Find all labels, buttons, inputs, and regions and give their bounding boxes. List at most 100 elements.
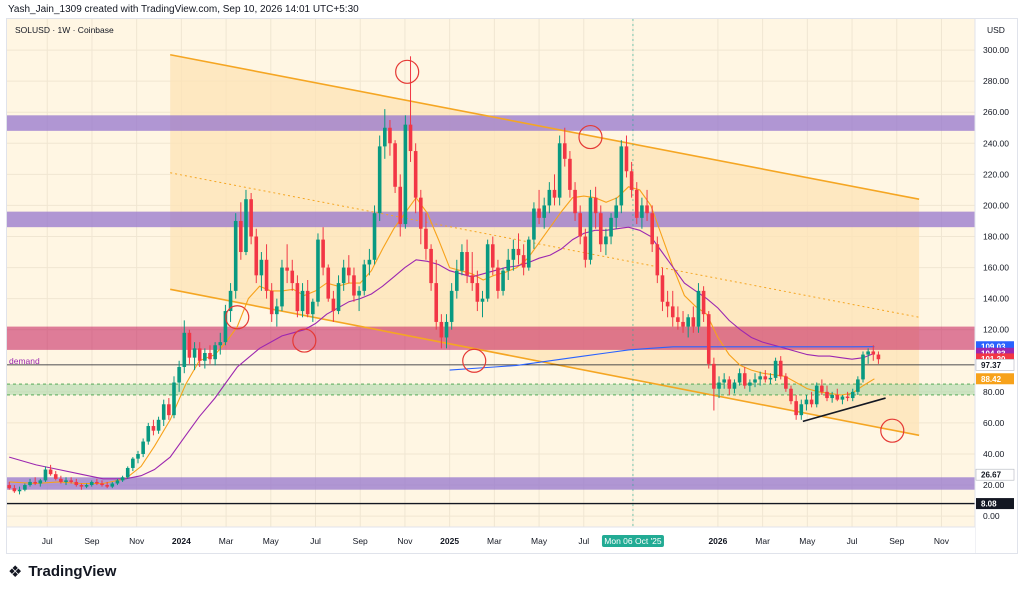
candle-body[interactable]	[722, 379, 726, 383]
candle-body[interactable]	[53, 474, 58, 479]
highlight-circle[interactable]	[462, 348, 487, 373]
candle-body[interactable]	[609, 217, 613, 237]
candle-body[interactable]	[737, 373, 742, 383]
candle-body[interactable]	[665, 301, 670, 307]
candle-body[interactable]	[475, 283, 480, 302]
candle-body[interactable]	[264, 259, 269, 291]
candle-body[interactable]	[305, 290, 310, 315]
support-trendline[interactable]	[802, 397, 886, 423]
moving-average-line[interactable]	[9, 186, 875, 485]
candle-body[interactable]	[290, 270, 295, 284]
candle-body[interactable]	[182, 332, 187, 367]
candle-body[interactable]	[136, 453, 140, 459]
highlight-circle[interactable]	[292, 328, 317, 353]
candle-body[interactable]	[526, 239, 531, 268]
candle-body[interactable]	[516, 248, 521, 256]
candle-body[interactable]	[784, 376, 788, 389]
candle-body[interactable]	[439, 321, 444, 338]
candle-body[interactable]	[444, 321, 449, 338]
candle-body[interactable]	[866, 351, 870, 355]
candle-body[interactable]	[347, 267, 351, 276]
candle-body[interactable]	[125, 467, 130, 478]
candle-body[interactable]	[249, 199, 253, 237]
candle-body[interactable]	[115, 480, 120, 484]
candle-body[interactable]	[367, 259, 372, 265]
tradingview-footer[interactable]: ❖ TradingView	[8, 562, 116, 581]
candle-body[interactable]	[501, 270, 505, 291]
candle-body[interactable]	[496, 267, 500, 291]
candle-body[interactable]	[712, 363, 716, 389]
candle-body[interactable]	[326, 267, 331, 299]
candle-body[interactable]	[7, 485, 12, 489]
candle-body[interactable]	[239, 220, 243, 253]
candle-body[interactable]	[300, 290, 305, 312]
candle-body[interactable]	[131, 458, 135, 468]
candle-body[interactable]	[506, 259, 511, 271]
candle-body[interactable]	[856, 379, 860, 392]
candle-body[interactable]	[814, 385, 819, 405]
candle-body[interactable]	[17, 489, 22, 492]
candle-body[interactable]	[804, 399, 809, 405]
candle-body[interactable]	[74, 481, 79, 486]
candle-body[interactable]	[336, 283, 341, 312]
candle-body[interactable]	[285, 267, 289, 271]
candle-body[interactable]	[120, 477, 125, 481]
candle-body[interactable]	[146, 426, 151, 442]
candle-body[interactable]	[634, 189, 639, 218]
candle-body[interactable]	[676, 317, 680, 322]
candle-body[interactable]	[12, 488, 17, 492]
candle-body[interactable]	[449, 290, 454, 322]
candle-body[interactable]	[686, 317, 690, 327]
candle-body[interactable]	[727, 379, 732, 389]
candle-body[interactable]	[465, 252, 469, 276]
candle-body[interactable]	[794, 401, 798, 416]
candle-body[interactable]	[490, 244, 495, 268]
candle-body[interactable]	[454, 270, 459, 291]
candle-body[interactable]	[568, 158, 572, 190]
candle-body[interactable]	[460, 252, 464, 271]
candle-body[interactable]	[748, 382, 752, 386]
candle-body[interactable]	[485, 244, 490, 299]
candle-body[interactable]	[275, 306, 279, 315]
candle-body[interactable]	[809, 399, 814, 405]
candle-body[interactable]	[357, 290, 361, 296]
candle-body[interactable]	[840, 396, 845, 400]
candle-body[interactable]	[820, 385, 824, 392]
candle-body[interactable]	[28, 481, 32, 486]
candle-body[interactable]	[23, 485, 27, 490]
candle-body[interactable]	[789, 388, 793, 402]
candle-body[interactable]	[552, 189, 557, 198]
price-axis-panel[interactable]	[975, 19, 1017, 553]
candle-body[interactable]	[192, 348, 197, 358]
candle-body[interactable]	[593, 197, 598, 214]
candle-body[interactable]	[280, 267, 284, 307]
candle-body[interactable]	[161, 404, 166, 420]
candle-body[interactable]	[799, 404, 804, 416]
candle-body[interactable]	[269, 290, 274, 315]
candle-body[interactable]	[372, 213, 377, 260]
candle-body[interactable]	[141, 441, 145, 454]
candle-body[interactable]	[413, 151, 418, 198]
moving-average-line[interactable]	[449, 346, 875, 371]
candle-body[interactable]	[562, 143, 567, 159]
highlight-circle[interactable]	[225, 305, 250, 330]
candle-body[interactable]	[861, 354, 865, 380]
candle-body[interactable]	[825, 391, 829, 399]
candle-body[interactable]	[640, 205, 644, 218]
candle-body[interactable]	[311, 301, 315, 315]
candle-body[interactable]	[871, 351, 876, 355]
candle-body[interactable]	[511, 248, 516, 260]
candle-body[interactable]	[408, 124, 413, 152]
candle-body[interactable]	[38, 480, 43, 484]
candle-body[interactable]	[583, 236, 588, 260]
candle-body[interactable]	[753, 379, 757, 383]
candle-body[interactable]	[208, 353, 212, 360]
candle-body[interactable]	[434, 283, 439, 322]
candle-body[interactable]	[259, 259, 264, 276]
price-chart[interactable]: 300.00 280.00 260.00 240.00 220.00 200.00 180.…	[7, 19, 1017, 553]
time-axis-panel[interactable]	[7, 527, 975, 554]
candle-body[interactable]	[84, 485, 89, 487]
candle-body[interactable]	[588, 197, 593, 260]
candle-body[interactable]	[619, 146, 624, 206]
candle-body[interactable]	[681, 321, 685, 327]
